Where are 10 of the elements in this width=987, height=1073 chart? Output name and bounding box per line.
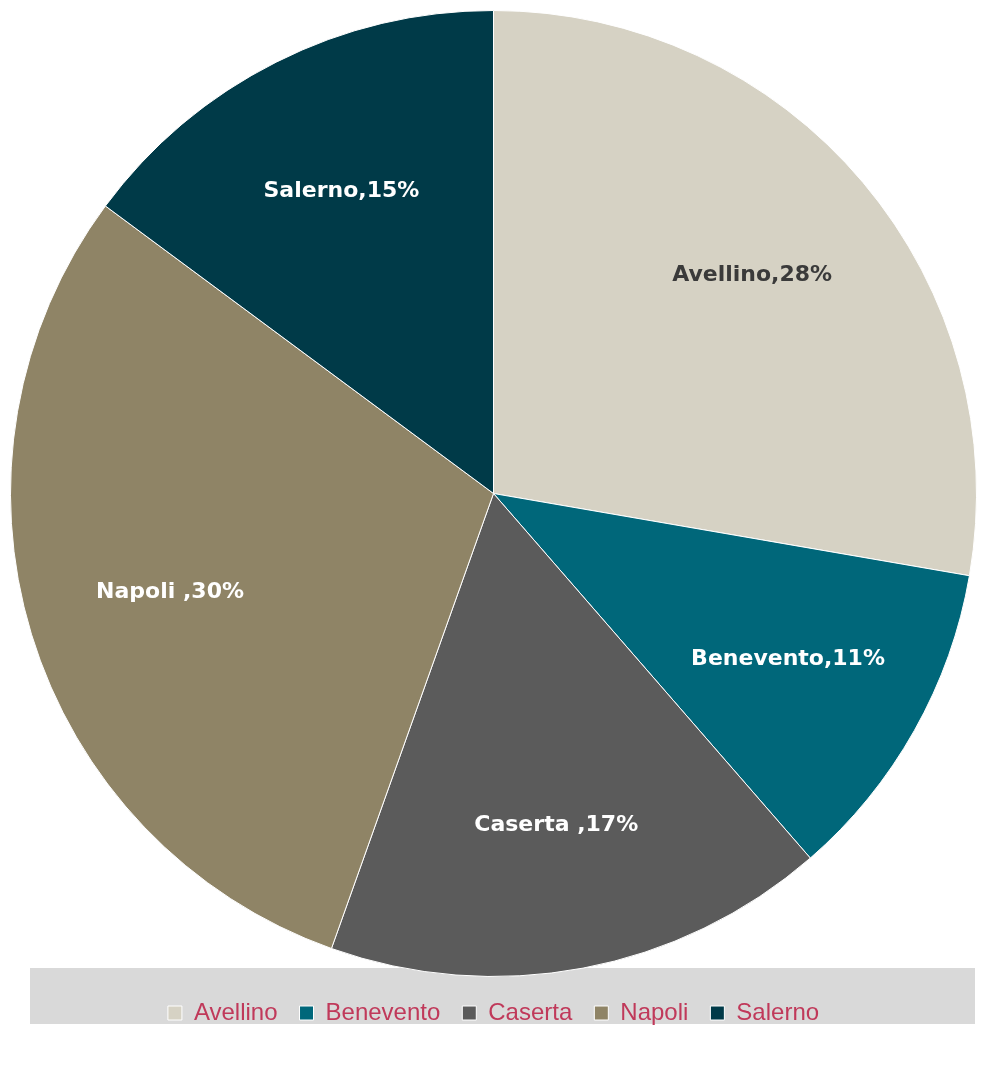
legend-label: Caserta: [488, 997, 573, 1025]
legend-label: Napoli: [620, 997, 689, 1025]
data-label: Avellino,28%: [672, 261, 833, 287]
data-label: Caserta ,17%: [474, 811, 639, 837]
legend-label: Benevento: [325, 997, 441, 1025]
data-label: Napoli ,30%: [96, 577, 244, 603]
data-label: Benevento,11%: [691, 645, 885, 671]
legend-label: Avellino: [193, 997, 278, 1025]
data-label: Salerno,15%: [263, 177, 420, 203]
legend-label: Salerno: [736, 997, 820, 1025]
